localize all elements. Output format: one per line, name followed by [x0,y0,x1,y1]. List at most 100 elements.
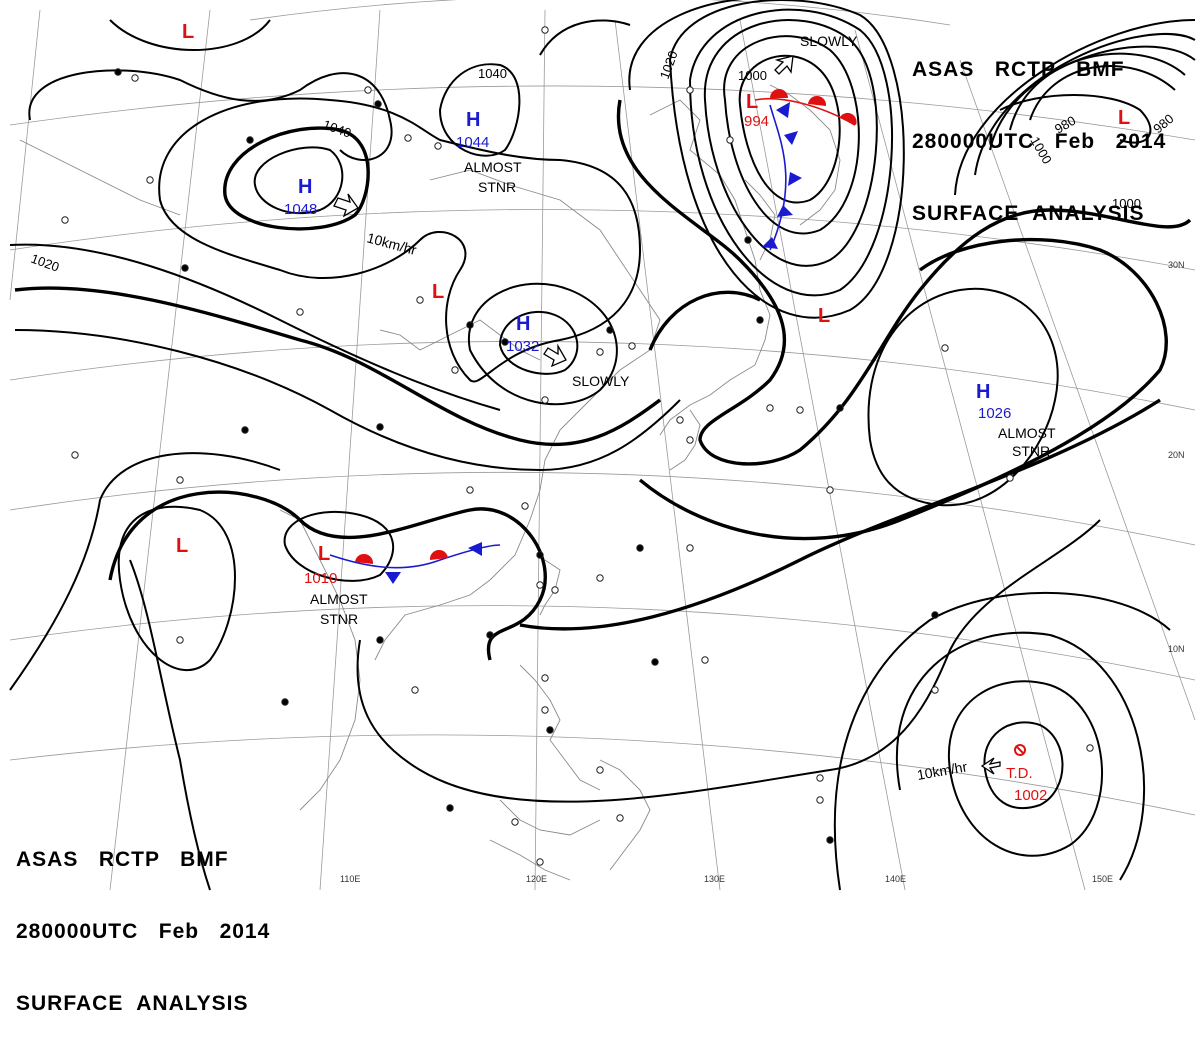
station-marker [246,136,254,144]
station-marker [451,366,459,374]
lon-label-140e: 140E [885,874,906,884]
station-marker [446,804,454,812]
lat-label-20n: 20N [1168,450,1185,460]
arrow-h1032 [543,343,567,368]
cold-tri-1010-b [468,542,482,556]
high-center-pressure: 1044 [456,134,489,151]
isobar-label: 1020 [29,251,61,275]
station-marker [551,586,559,594]
low-center-pressure: 1010 [304,570,337,587]
station-marker [536,551,544,559]
lon-label-150e: 150E [1092,874,1113,884]
station-marker [176,476,184,484]
station-marker [536,858,544,866]
title-block-bottom: ASAS RCTP BMF 280000UTC Feb 2014 SURFACE… [16,800,270,1040]
arrow-td [980,757,1001,775]
tropical-depression-pressure: 1002 [1014,787,1047,804]
station-marker [596,766,604,774]
station-marker [376,423,384,431]
station-marker [61,216,69,224]
cold-tri-1010-a [385,572,401,584]
longitude-grid [9,9,1196,891]
station-marker [241,426,249,434]
warm-front-bump-1 [770,89,788,98]
title-block-top: ASAS RCTP BMF 280000UTC Feb 2014 SURFACE… [912,10,1166,250]
title-line-time: 280000UTC Feb 2014 [912,130,1167,153]
title-line-time: 280000UTC Feb 2014 [16,920,271,943]
movement-h1026-line1: ALMOST [998,425,1056,441]
station-marker [416,296,424,304]
station-marker [181,264,189,272]
station-marker [486,631,494,639]
lon-label-110e: 110E [340,874,360,884]
warm-front-bump-3 [840,112,857,125]
station-marker [606,326,614,334]
isobar-label: 1040 [321,117,353,141]
station-marker [71,451,79,459]
station-marker [676,416,684,424]
station-marker [744,236,752,244]
station-marker [796,406,804,414]
warm-bump-1010-b [429,549,448,560]
station-marker [546,726,554,734]
movement-h1044-line1: ALMOST [464,159,522,175]
station-marker [1006,474,1014,482]
station-marker [176,636,184,644]
lat-label-30n: 30N [1168,260,1185,270]
station-marker [931,686,939,694]
station-marker [596,574,604,582]
lon-label-130e: 130E [704,874,725,884]
high-center-pressure: 1032 [506,338,539,355]
isobar-label: 1000 [1112,196,1141,211]
station-marker [686,436,694,444]
station-marker [364,86,372,94]
station-marker [651,658,659,666]
station-marker [114,68,122,76]
low-center-symbol: L [746,91,758,113]
station-marker [686,86,694,94]
low-center-symbol: L [432,281,444,303]
station-marker [374,100,382,108]
station-marker [541,26,549,34]
arrow-h1048 [333,193,359,218]
movement-h1026-line2: STNR [1012,443,1050,459]
station-marker [1086,744,1094,752]
station-marker [541,396,549,404]
low-center-symbol: L [176,535,188,557]
station-marker [816,796,824,804]
isobar-label: 1020 [657,49,681,81]
movement-arrows [333,55,1001,775]
high-center-symbol: H [976,381,990,403]
station-marker [766,404,774,412]
station-marker [701,656,709,664]
station-marker [404,134,412,142]
station-marker [628,342,636,350]
station-marker [434,142,442,150]
movement-h1048: 10km/hr [365,229,418,258]
surface-analysis-map: 110E 120E 130E 140E 150E 30N 20N 10N 104… [9,0,1196,891]
tropical-depression-symbol [1014,744,1026,756]
station-marker [941,344,949,352]
cold-front-l994 [769,104,787,251]
station-marker [466,321,474,329]
cold-front-tri-5 [762,237,778,249]
station-marker [541,674,549,682]
station-marker [816,774,824,782]
latitude-grid [9,0,1196,816]
station-marker [726,136,734,144]
cold-front-tri-2 [784,131,798,145]
coastlines [19,84,841,881]
station-marker [146,176,154,184]
station-marker [281,698,289,706]
station-marker [931,611,939,619]
station-marker [826,836,834,844]
station-marker [756,316,764,324]
station-marker [131,74,139,82]
low-center-symbol: L [818,305,830,327]
tropical-depression-label: T.D. [1006,765,1033,782]
station-marker [466,486,474,494]
arrow-l994 [774,55,794,75]
movement-h1044-line2: STNR [478,179,516,195]
cold-front-tri-3 [788,172,802,186]
movement-l1010-line2: STNR [320,611,358,627]
